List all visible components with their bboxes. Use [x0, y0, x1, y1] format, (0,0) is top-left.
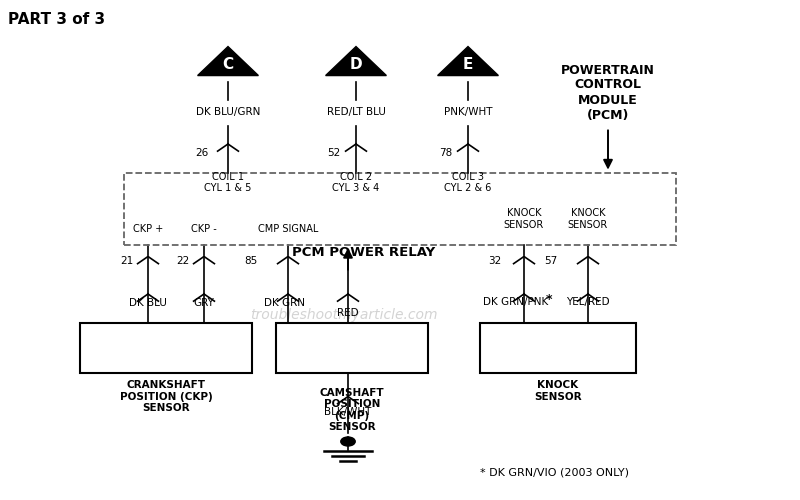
- Text: C: C: [222, 58, 234, 72]
- Text: DK BLU/GRN: DK BLU/GRN: [196, 108, 260, 118]
- Bar: [80, 322, 252, 372]
- Text: CKP -: CKP -: [191, 224, 217, 234]
- Text: DK GRN/PNK: DK GRN/PNK: [483, 298, 549, 308]
- Text: DK GRN: DK GRN: [263, 298, 305, 308]
- Text: D: D: [350, 58, 362, 72]
- Text: DK BLU: DK BLU: [129, 298, 167, 308]
- Text: PCM POWER RELAY: PCM POWER RELAY: [292, 246, 436, 259]
- Bar: [276, 322, 428, 372]
- Text: 32: 32: [488, 256, 502, 266]
- Text: CRANKSHAFT
POSITION (CKP)
SENSOR: CRANKSHAFT POSITION (CKP) SENSOR: [120, 380, 212, 413]
- Text: KNOCK
SENSOR: KNOCK SENSOR: [534, 380, 582, 402]
- Text: COIL 1
CYL 1 & 5: COIL 1 CYL 1 & 5: [204, 172, 252, 194]
- Text: RED/LT BLU: RED/LT BLU: [326, 108, 386, 118]
- Text: 21: 21: [120, 256, 134, 266]
- Text: PART 3 of 3: PART 3 of 3: [8, 12, 105, 28]
- Text: troubleshootmyarticle.com: troubleshootmyarticle.com: [250, 308, 438, 322]
- Text: 52: 52: [326, 148, 340, 158]
- Text: * DK GRN/VIO (2003 ONLY): * DK GRN/VIO (2003 ONLY): [480, 468, 629, 477]
- Text: CKP +: CKP +: [133, 224, 163, 234]
- Text: KNOCK
SENSOR: KNOCK SENSOR: [504, 208, 544, 230]
- Text: KNOCK
SENSOR: KNOCK SENSOR: [568, 208, 608, 230]
- Text: 85: 85: [244, 256, 258, 266]
- Text: CMP SIGNAL: CMP SIGNAL: [258, 224, 318, 234]
- Polygon shape: [326, 46, 386, 76]
- Bar: [124, 172, 676, 245]
- Bar: [480, 322, 636, 372]
- Text: POWERTRAIN
CONTROL
MODULE
(PCM): POWERTRAIN CONTROL MODULE (PCM): [561, 64, 655, 122]
- Text: 78: 78: [438, 148, 452, 158]
- Text: RED: RED: [337, 308, 359, 318]
- Text: *: *: [546, 294, 552, 306]
- Text: COIL 3
CYL 2 & 6: COIL 3 CYL 2 & 6: [444, 172, 492, 194]
- Text: PNK/WHT: PNK/WHT: [444, 108, 492, 118]
- Text: E: E: [463, 58, 473, 72]
- Text: 26: 26: [195, 148, 209, 158]
- Text: GRY: GRY: [194, 298, 214, 308]
- Text: CAMSHAFT
POSITION
(CMP)
SENSOR: CAMSHAFT POSITION (CMP) SENSOR: [320, 388, 384, 432]
- Text: 22: 22: [176, 256, 190, 266]
- Text: YEL/RED: YEL/RED: [566, 298, 610, 308]
- Text: BLK/WHT: BLK/WHT: [324, 408, 372, 418]
- Text: 57: 57: [544, 256, 558, 266]
- Text: COIL 2
CYL 3 & 4: COIL 2 CYL 3 & 4: [332, 172, 380, 194]
- Polygon shape: [438, 46, 498, 76]
- Circle shape: [341, 437, 355, 446]
- Polygon shape: [198, 46, 258, 76]
